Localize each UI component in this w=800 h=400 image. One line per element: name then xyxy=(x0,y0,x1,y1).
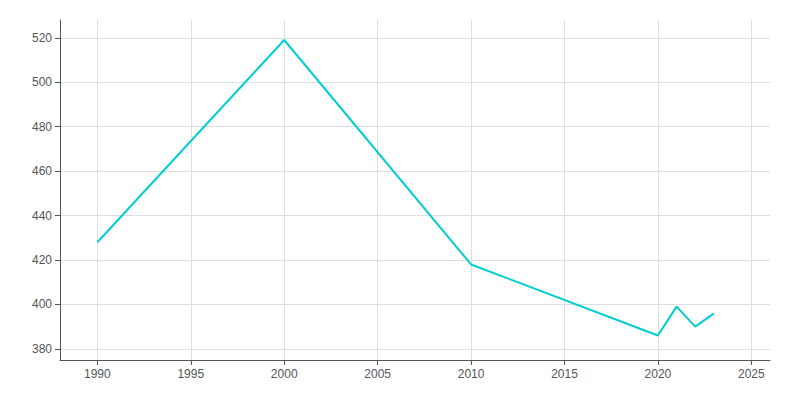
svg-text:1995: 1995 xyxy=(177,367,204,381)
svg-text:2020: 2020 xyxy=(645,367,672,381)
svg-text:2015: 2015 xyxy=(551,367,578,381)
svg-text:400: 400 xyxy=(32,297,52,311)
svg-text:520: 520 xyxy=(32,31,52,45)
svg-text:2005: 2005 xyxy=(364,367,391,381)
svg-text:460: 460 xyxy=(32,164,52,178)
svg-text:2025: 2025 xyxy=(738,367,765,381)
svg-text:1990: 1990 xyxy=(84,367,111,381)
svg-text:420: 420 xyxy=(32,253,52,267)
svg-text:480: 480 xyxy=(32,120,52,134)
svg-text:380: 380 xyxy=(32,342,52,356)
svg-text:440: 440 xyxy=(32,209,52,223)
svg-text:2000: 2000 xyxy=(271,367,298,381)
svg-text:2010: 2010 xyxy=(458,367,485,381)
svg-text:500: 500 xyxy=(32,75,52,89)
